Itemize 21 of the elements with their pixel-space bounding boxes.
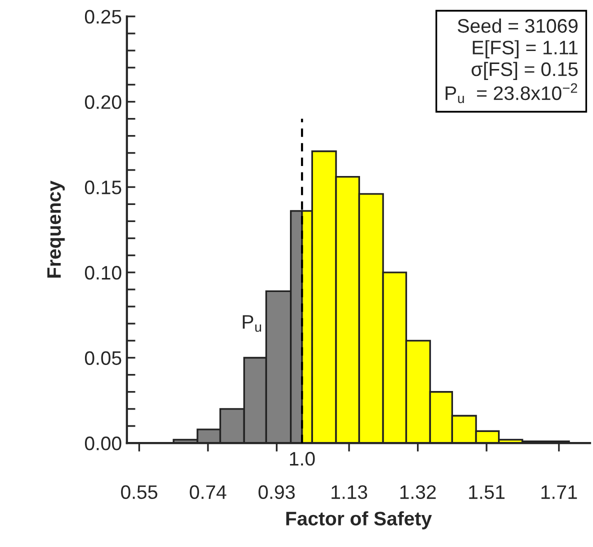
y-tick-label: 0.15 [84, 180, 122, 194]
y-tick-label: 0.25 [84, 10, 122, 24]
x-tick-label: 0.55 [121, 485, 158, 500]
x-tick-label: 0.74 [190, 485, 226, 500]
x-tick-label: 1.71 [541, 485, 577, 499]
y-tick-label: 0.20 [84, 95, 122, 109]
y-tick-label: 0.05 [84, 351, 122, 365]
annotation: P$_{u}$ [242, 315, 262, 332]
x-axis-title: Factor of Safety [286, 511, 432, 530]
x-tick-label: 1.32 [400, 485, 436, 500]
annotation: σ[FS] = 0.15 [472, 62, 578, 80]
y-tick-label: 0.10 [84, 266, 122, 280]
annotation: E[FS] = 1.11 [472, 40, 578, 58]
x-tick-label: 0.93 [258, 485, 295, 500]
annotation: P$_{u}$ = 23.8x10$^{−2}$ [446, 83, 578, 104]
y-tick-label: 0.00 [84, 436, 122, 450]
annotation: Seed = 31069 [458, 18, 578, 33]
x-tick-label: 1.51 [469, 485, 505, 500]
ref-line-label: 1.0 [290, 452, 315, 466]
x-tick-label: 1.13 [332, 485, 368, 500]
y-axis-title: Frequency [47, 180, 65, 278]
